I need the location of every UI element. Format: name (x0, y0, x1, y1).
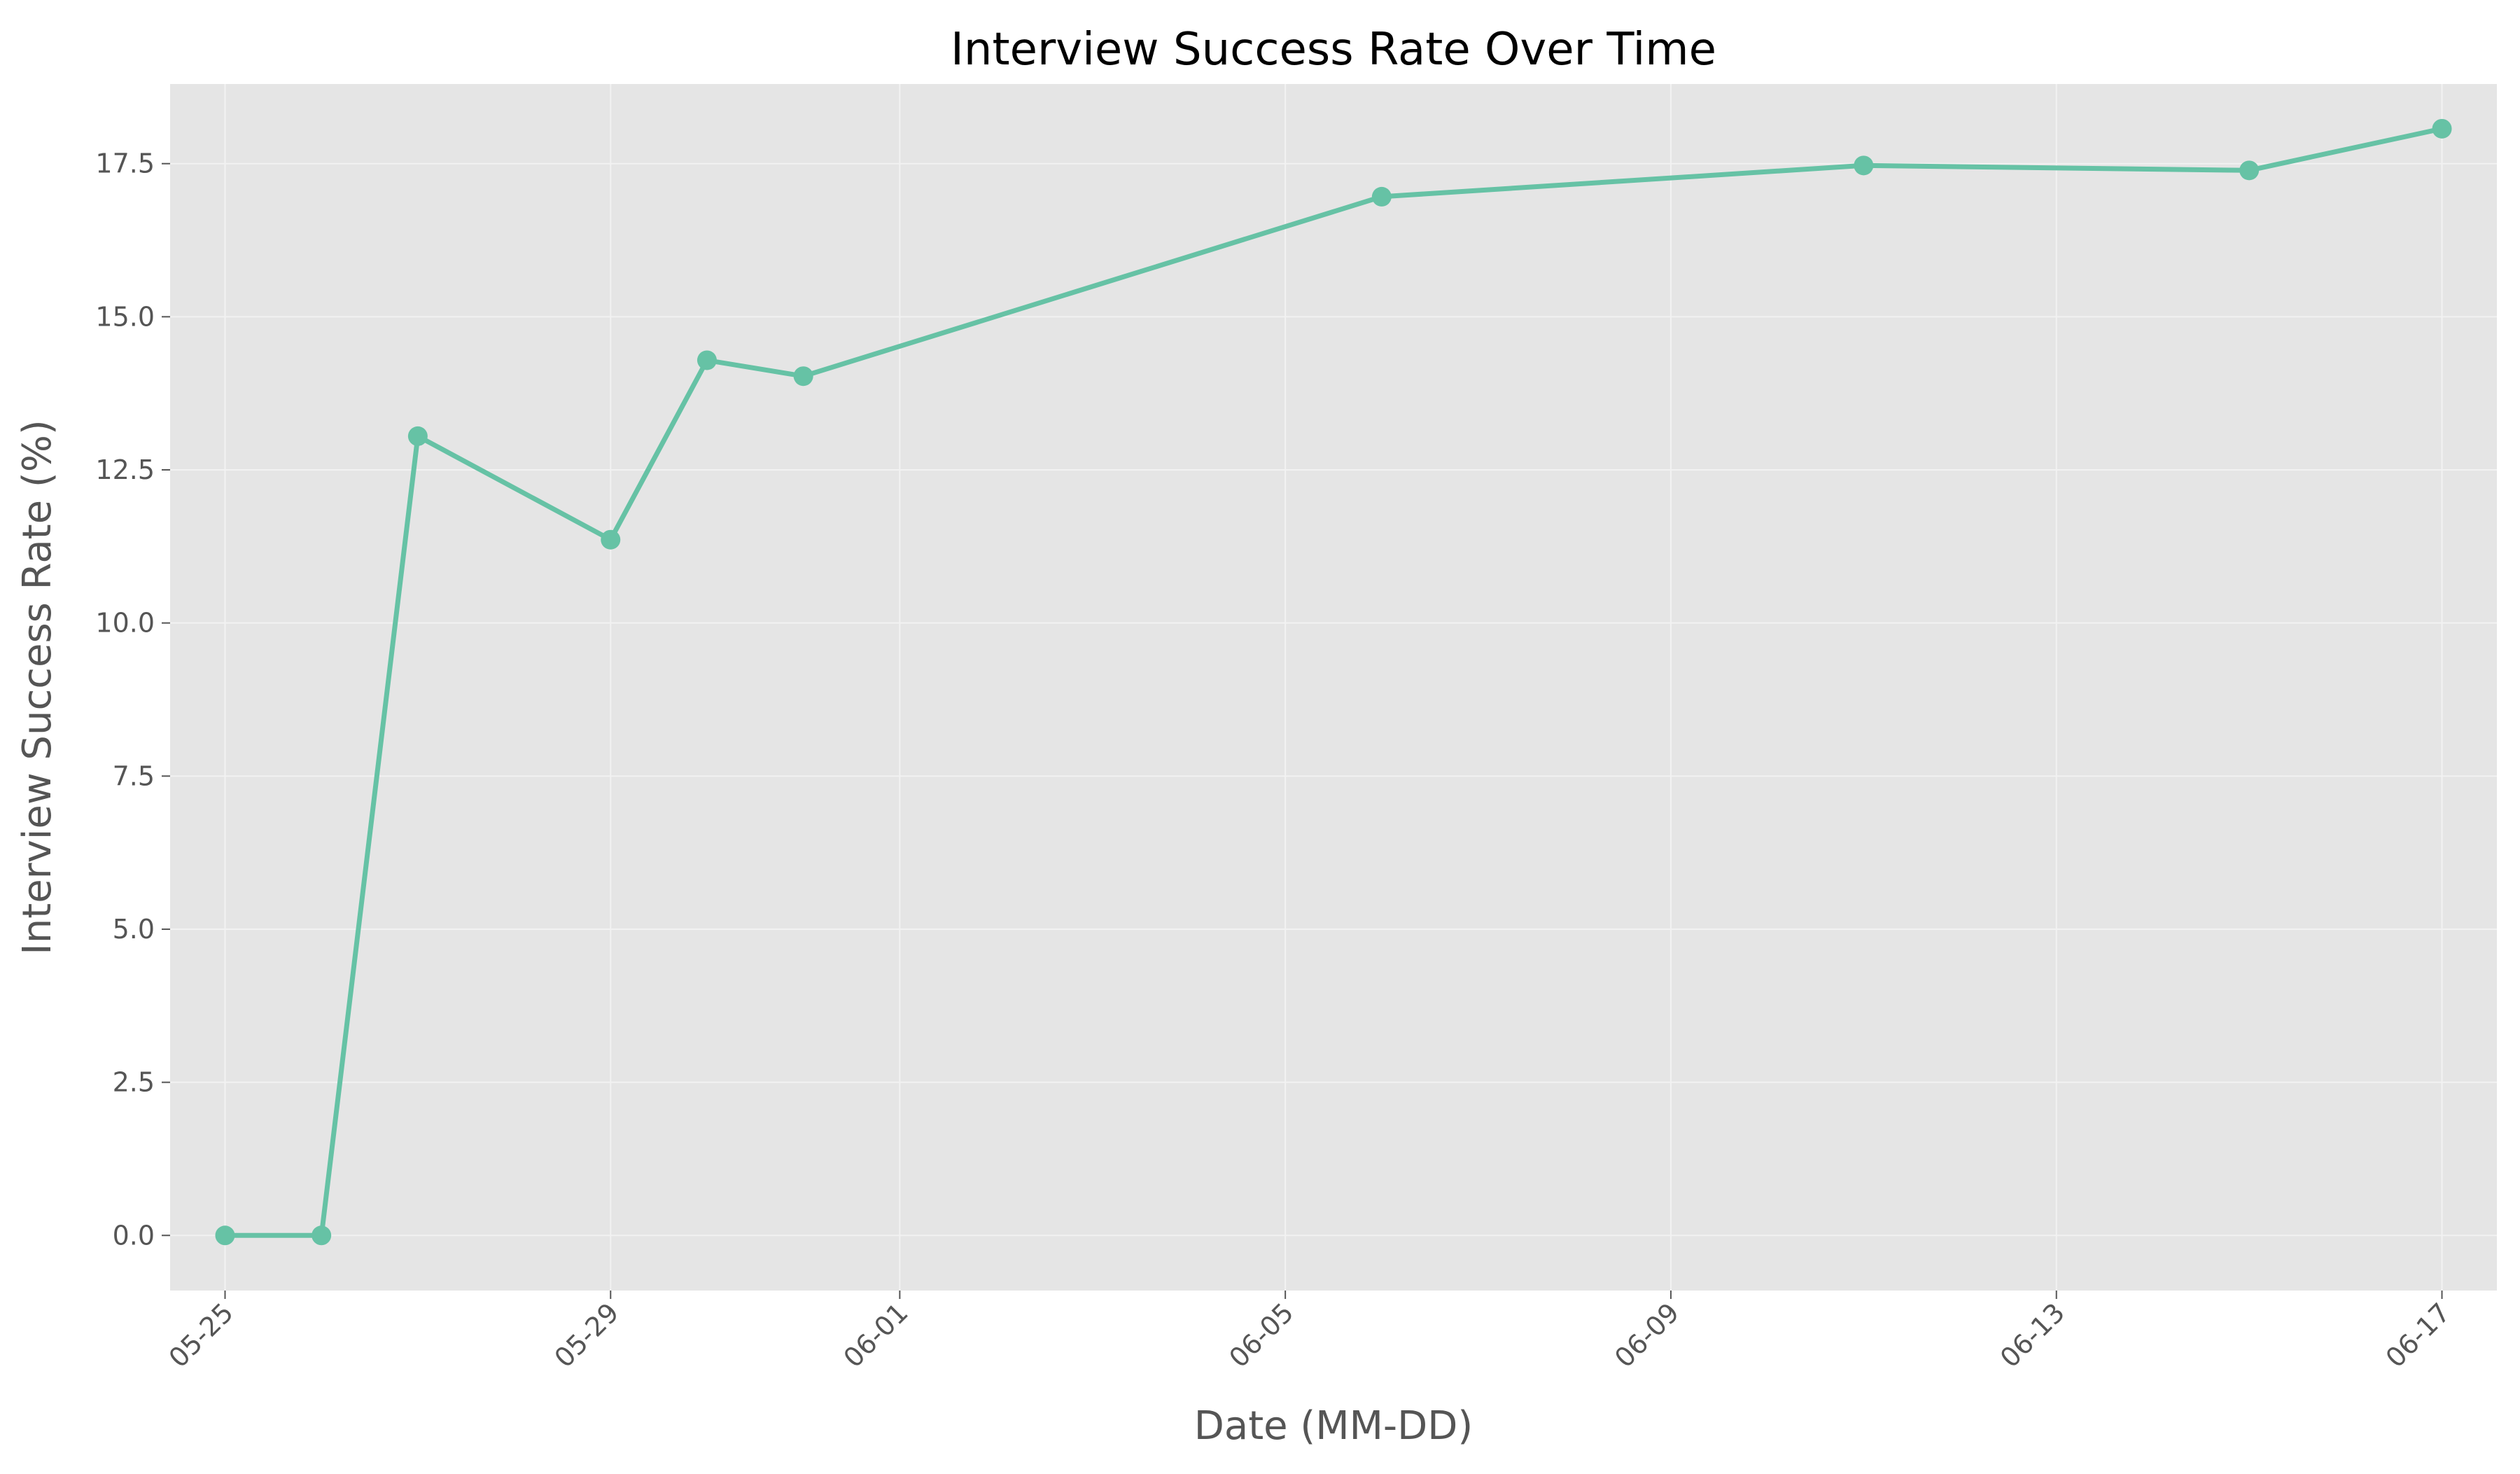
series (215, 118, 2452, 1246)
chart-title: Interview Success Rate Over Time (951, 24, 1716, 76)
data-point (696, 350, 717, 370)
series-line (223, 126, 2444, 1238)
x-tick-label: 06-05 (1223, 1297, 1299, 1373)
y-tick-label: 0.0 (113, 1220, 155, 1251)
data-point (2239, 160, 2260, 181)
y-axis-label: Interview Success Rate (%) (15, 419, 60, 955)
data-point (1854, 155, 1874, 176)
x-tick-label: 05-29 (548, 1297, 624, 1373)
data-point (601, 529, 621, 550)
x-tick-label: 05-25 (163, 1297, 239, 1373)
data-point (215, 1225, 235, 1246)
data-point (793, 366, 813, 387)
y-tick-label: 7.5 (113, 760, 155, 791)
y-tick-label: 10.0 (95, 608, 155, 639)
grid (170, 84, 2497, 1291)
y-tick-label: 12.5 (95, 454, 155, 485)
data-point (407, 426, 428, 446)
y-tick-label: 17.5 (95, 148, 155, 179)
y-tick-label: 2.5 (113, 1067, 155, 1098)
data-point (1371, 186, 1392, 207)
y-tick-label: 5.0 (113, 914, 155, 945)
plot-background (170, 84, 2497, 1291)
x-tick-label: 06-01 (838, 1297, 914, 1373)
y-tick-label: 15.0 (95, 301, 155, 332)
data-point (2432, 118, 2452, 139)
x-tick-label: 06-13 (1994, 1297, 2071, 1373)
x-tick-label: 06-17 (2380, 1297, 2456, 1373)
x-tick-label: 06-09 (1609, 1297, 1685, 1373)
x-axis-label: Date (MM-DD) (1194, 1403, 1473, 1449)
data-point (312, 1225, 332, 1246)
